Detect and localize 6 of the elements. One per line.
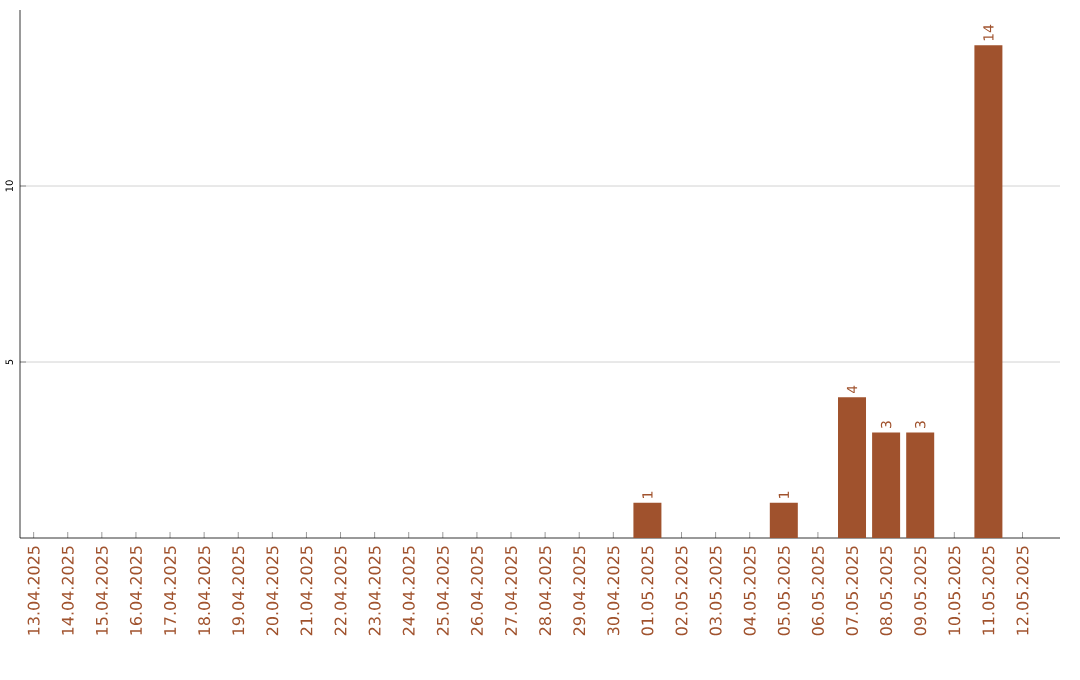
bar [838,397,867,538]
bar [633,502,662,538]
bar [872,432,901,538]
bar [906,432,935,538]
bar [769,502,798,538]
bar [974,45,1003,538]
